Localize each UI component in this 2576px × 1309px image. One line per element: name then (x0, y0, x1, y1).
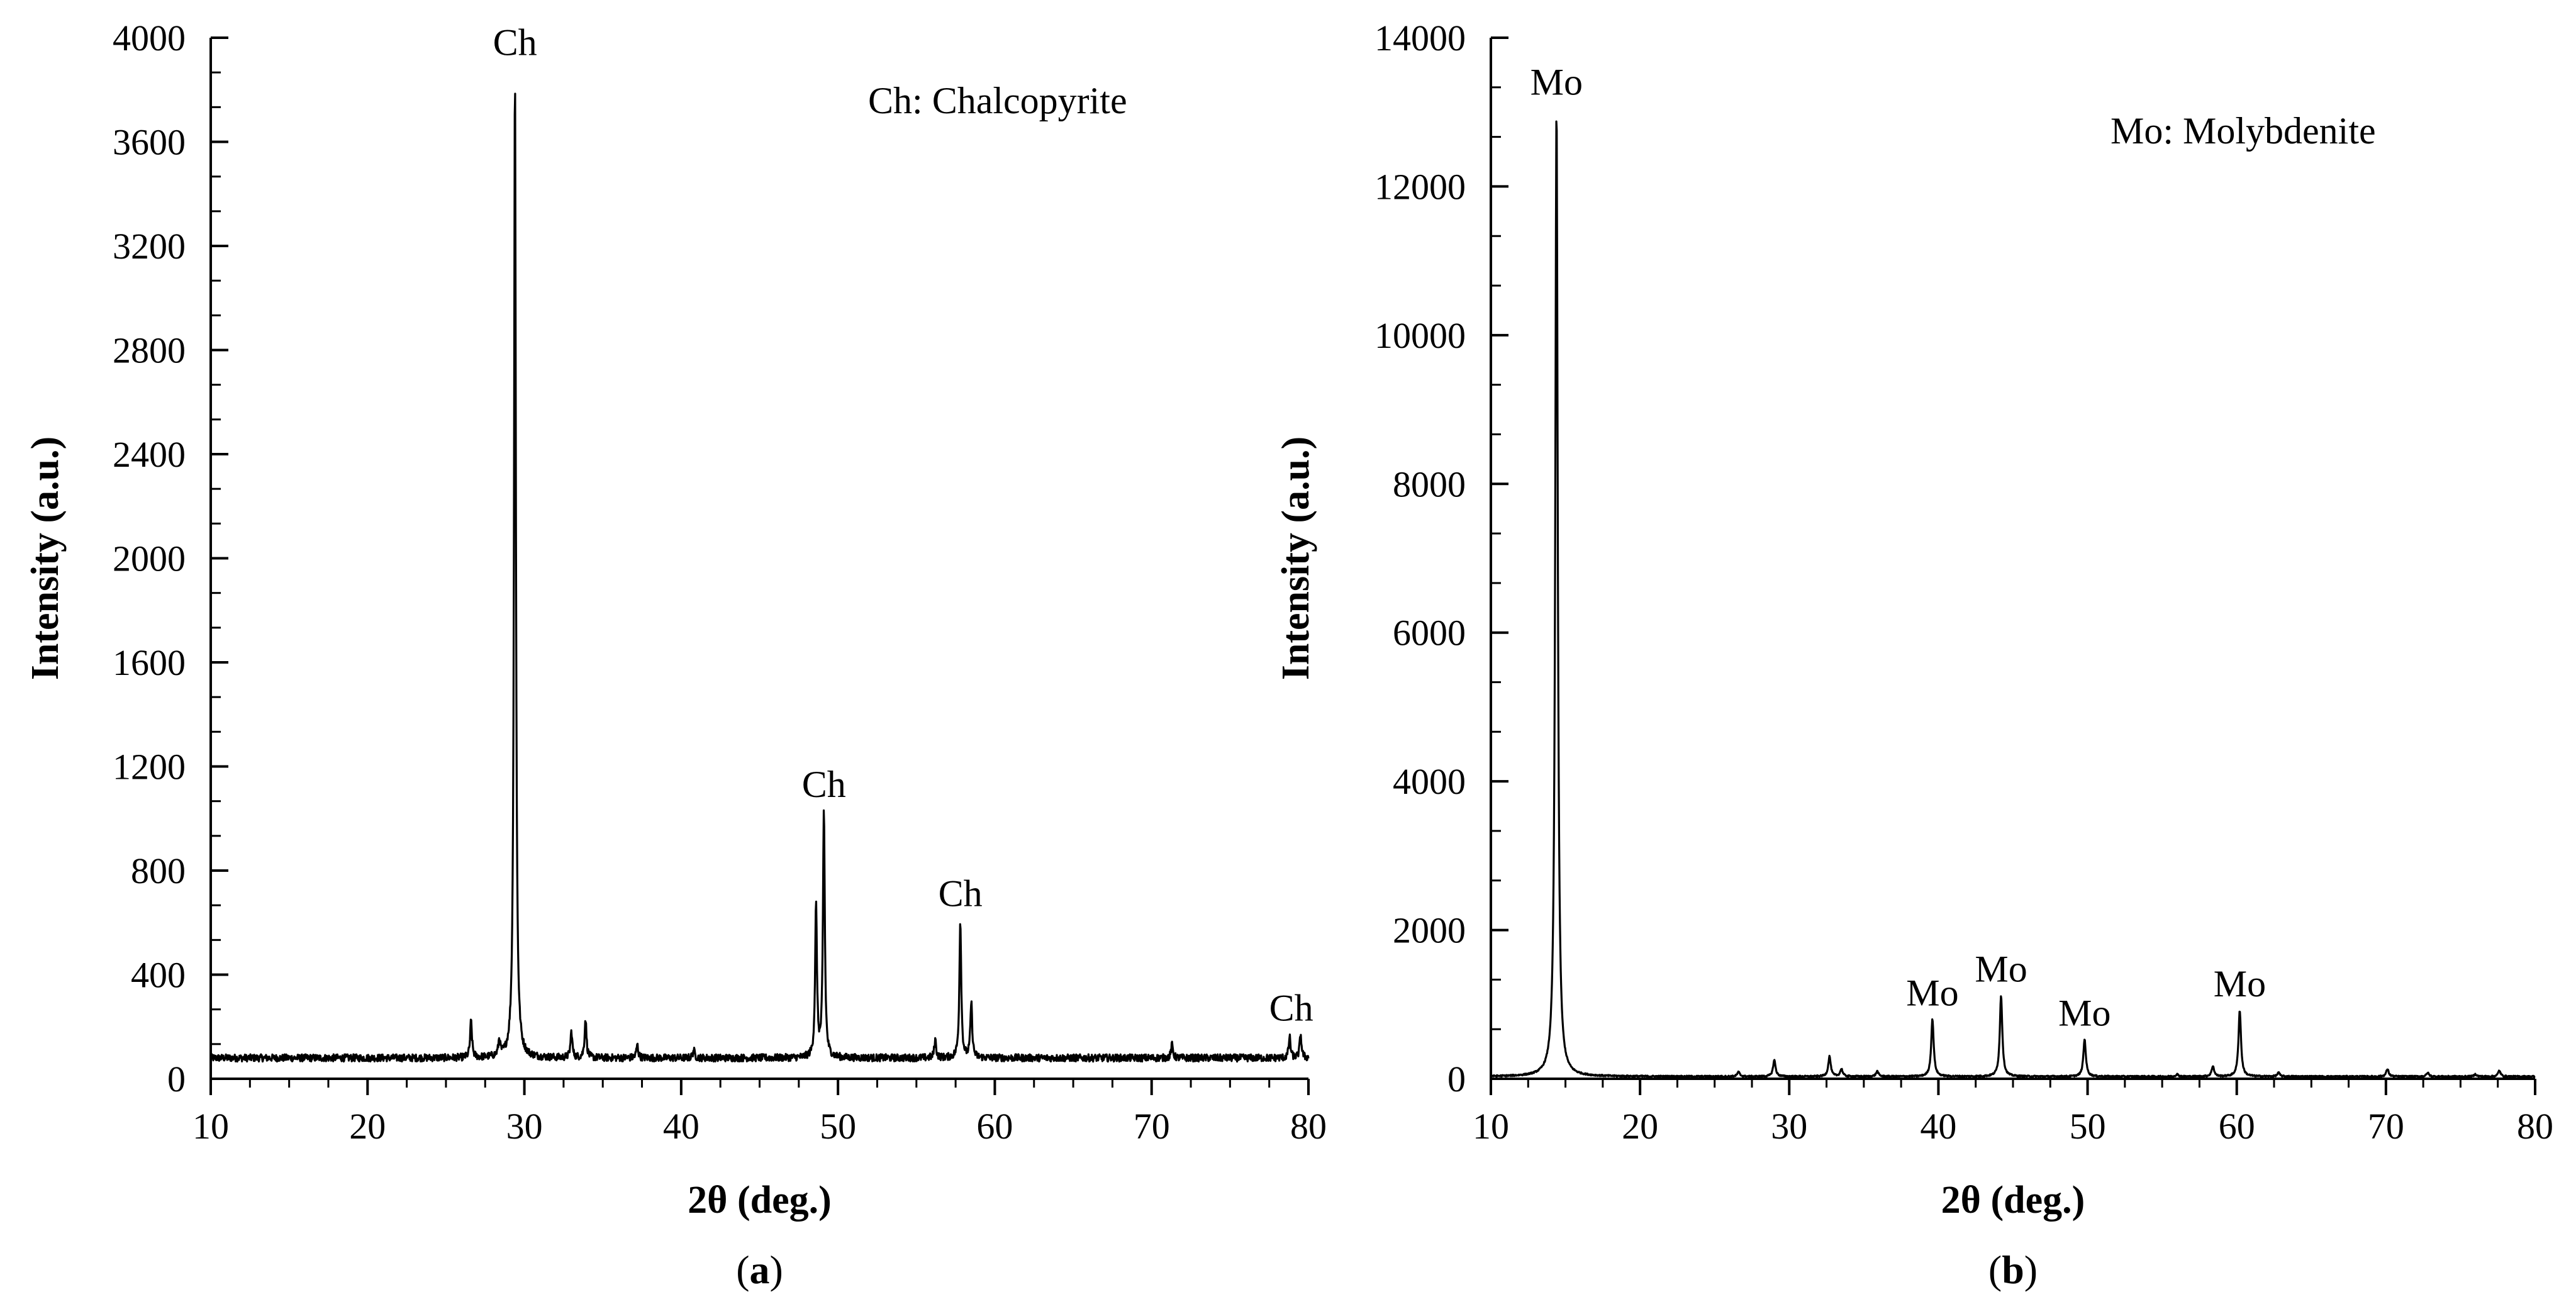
x-tick-label: 70 (1134, 1106, 1170, 1147)
x-tick-label: 50 (2070, 1106, 2106, 1147)
peak-label: Ch (802, 764, 846, 805)
peak-label: Mo (2058, 992, 2110, 1033)
legend-text: Mo: Molybdenite (2110, 110, 2376, 152)
peak-label: Mo (2214, 963, 2266, 1005)
y-tick-label: 14000 (1374, 18, 1466, 58)
y-tick-label: 10000 (1374, 315, 1466, 356)
peak-label: Ch (939, 873, 983, 915)
x-tick-label: 80 (2517, 1106, 2553, 1147)
y-tick-label: 2000 (113, 538, 186, 579)
peak-label: Ch (493, 22, 537, 64)
peak-point (585, 1018, 586, 1019)
y-tick-label: 2400 (113, 434, 186, 475)
xrd-pattern-line (209, 92, 1310, 1063)
panel-label-open: ( (736, 1247, 749, 1292)
x-axis-title: 2θ (deg.) (688, 1179, 832, 1222)
x-tick-label: 70 (2368, 1106, 2404, 1147)
x-tick-label: 30 (1771, 1106, 1807, 1147)
panel-label-letter: b (2002, 1247, 2024, 1292)
panel-label-letter: a (750, 1247, 770, 1292)
peak-point (2239, 1010, 2240, 1011)
xrd-pattern-line (1490, 120, 2536, 1079)
peak-label: Mo (1531, 61, 1583, 103)
panel-b-molybdenite: 10 20 30 40 50 60 70 80 0 2000 4000 6000 8000 10000 12… (1274, 18, 2553, 1292)
x-tick-label: 20 (349, 1106, 386, 1147)
x-axis-title: 2θ (deg.) (1941, 1179, 2085, 1222)
y-tick-label: 1600 (113, 642, 186, 683)
y-tick-label: 3200 (113, 226, 186, 267)
y-tick-label: 6000 (1393, 613, 1466, 654)
y-tick-label: 8000 (1393, 464, 1466, 504)
legend-text: Ch: Chalcopyrite (868, 80, 1127, 121)
peak-label: Mo (1975, 949, 2027, 990)
y-tick-label: 800 (131, 850, 186, 891)
y-tick-label: 4000 (113, 18, 186, 58)
y-tick-label: 0 (1447, 1059, 1466, 1100)
peak-label: Mo (1906, 972, 1958, 1013)
x-tick-label: 30 (506, 1106, 543, 1147)
y-tick-label: 12000 (1374, 166, 1466, 207)
x-tick-label: 40 (663, 1106, 700, 1147)
panel-label: (a) (736, 1247, 783, 1292)
y-tick-label: 4000 (1393, 761, 1466, 802)
panel-label-close: ) (2024, 1247, 2038, 1292)
y-tick-label: 1200 (113, 747, 186, 788)
panel-label: (b) (1988, 1247, 2038, 1292)
y-axis-title: Intensity (a.u.) (1274, 437, 1317, 681)
y-tick-label: 400 (131, 955, 186, 996)
y-tick-label: 2800 (113, 330, 186, 371)
y-axis-title: Intensity (a.u.) (24, 437, 67, 681)
y-tick-label: 0 (167, 1059, 186, 1100)
x-tick-label: 60 (2219, 1106, 2255, 1147)
panel-a-chalcopyrite: 10 20 30 40 50 60 70 80040080012001600200024002… (24, 18, 1327, 1292)
peak-label: Ch (1269, 988, 1313, 1029)
x-tick-label: 10 (1473, 1106, 1509, 1147)
x-tick-label: 10 (192, 1106, 229, 1147)
x-tick-label: 40 (1920, 1106, 1956, 1147)
panel-label-close: ) (770, 1247, 783, 1292)
y-tick-label: 3600 (113, 122, 186, 163)
peak-point (1556, 108, 1557, 109)
panel-label-open: ( (1988, 1247, 2002, 1292)
x-tick-label: 20 (1622, 1106, 1658, 1147)
y-tick-label: 2000 (1393, 910, 1466, 951)
x-tick-label: 60 (976, 1106, 1013, 1147)
x-tick-label: 80 (1290, 1106, 1327, 1147)
x-tick-label: 50 (820, 1106, 856, 1147)
